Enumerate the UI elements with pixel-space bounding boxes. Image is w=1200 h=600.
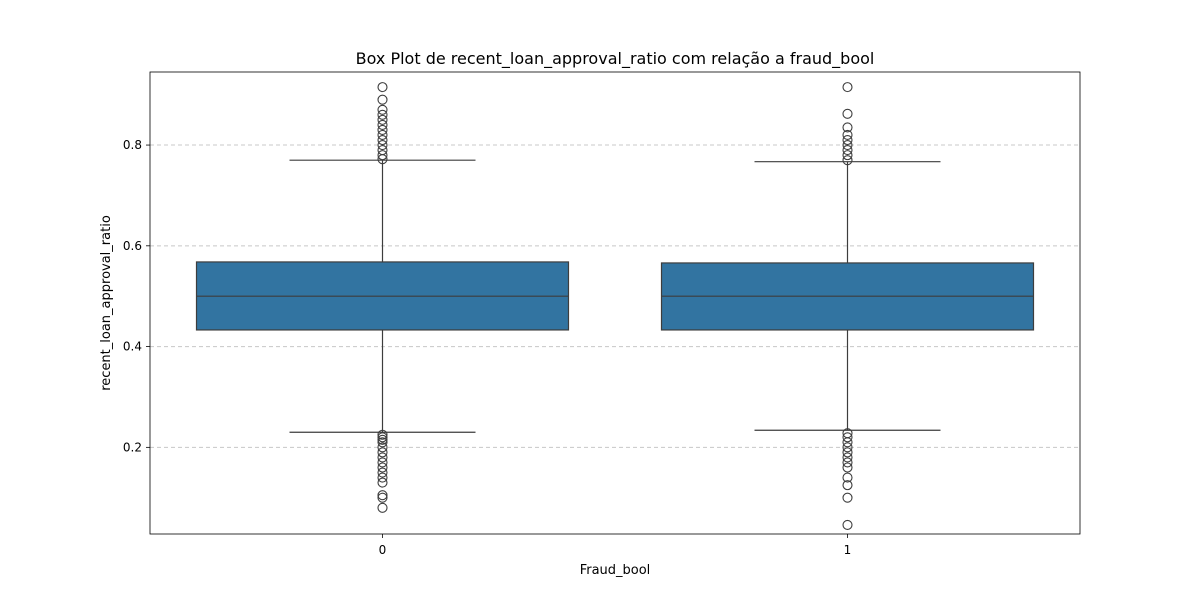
y-tick-label: 0.6 — [123, 239, 142, 253]
outlier-point — [377, 457, 388, 468]
box-group-1 — [660, 82, 1035, 530]
outlier-point — [842, 492, 853, 503]
outlier-point — [842, 452, 853, 463]
outlier-point — [842, 519, 853, 530]
outlier-point — [842, 134, 853, 146]
box-series — [195, 82, 1035, 530]
outlier-point — [377, 472, 388, 483]
outlier-point — [842, 457, 853, 468]
outlier-point — [842, 155, 853, 166]
outlier-point — [377, 129, 388, 141]
outlier-point — [377, 119, 388, 130]
y-gridlines — [150, 144, 1080, 448]
x-tick-label: 0 — [379, 543, 387, 557]
outlier-point — [377, 492, 388, 503]
y-axis: 0.2 0.4 0.6 0.8 — [123, 138, 150, 454]
outlier-point — [377, 114, 388, 125]
outlier-point — [377, 477, 388, 488]
outlier-point — [377, 150, 388, 161]
outlier-point — [842, 129, 853, 141]
outlier-point — [377, 462, 388, 473]
outlier-point — [377, 134, 388, 146]
outlier-point — [842, 462, 853, 473]
outlier-point — [377, 452, 388, 463]
outlier-point — [842, 472, 853, 483]
y-axis-label: recent_loan_approval_ratio — [99, 215, 114, 391]
y-tick-label: 0.2 — [123, 440, 142, 454]
outlier-point — [377, 104, 388, 115]
outlier-point — [842, 432, 853, 443]
outlier-point — [842, 480, 853, 491]
chart-title: Box Plot de recent_loan_approval_ratio c… — [356, 49, 875, 69]
outlier-point — [842, 447, 853, 458]
outlier-point — [377, 502, 388, 513]
outlier-point — [842, 150, 853, 161]
outlier-point — [377, 429, 388, 440]
outlier-point — [377, 490, 388, 501]
outlier-point — [377, 140, 388, 151]
outlier-point — [377, 124, 388, 135]
outlier-point — [377, 432, 388, 443]
box-group-0 — [195, 82, 570, 513]
outlier-point — [842, 428, 853, 439]
plot-frame — [149, 71, 1081, 535]
outlier-point — [377, 434, 388, 445]
x-axis-label: Fraud_bool — [580, 563, 651, 578]
x-tick-label: 1 — [844, 543, 852, 557]
outlier-point — [377, 94, 388, 105]
outlier-point — [842, 122, 853, 133]
y-tick-label: 0.8 — [123, 138, 142, 152]
outlier-point — [377, 437, 388, 448]
outlier-point — [842, 108, 853, 119]
outlier-point — [842, 82, 853, 93]
outlier-point — [377, 442, 388, 453]
outlier-point — [842, 145, 853, 156]
outlier-point — [842, 140, 853, 151]
y-tick-label: 0.4 — [123, 340, 142, 354]
outlier-point — [377, 467, 388, 478]
outlier-point — [377, 145, 388, 156]
outlier-point — [377, 447, 388, 458]
outlier-point — [377, 109, 388, 120]
outlier-point — [842, 442, 853, 453]
outlier-point — [377, 82, 388, 93]
